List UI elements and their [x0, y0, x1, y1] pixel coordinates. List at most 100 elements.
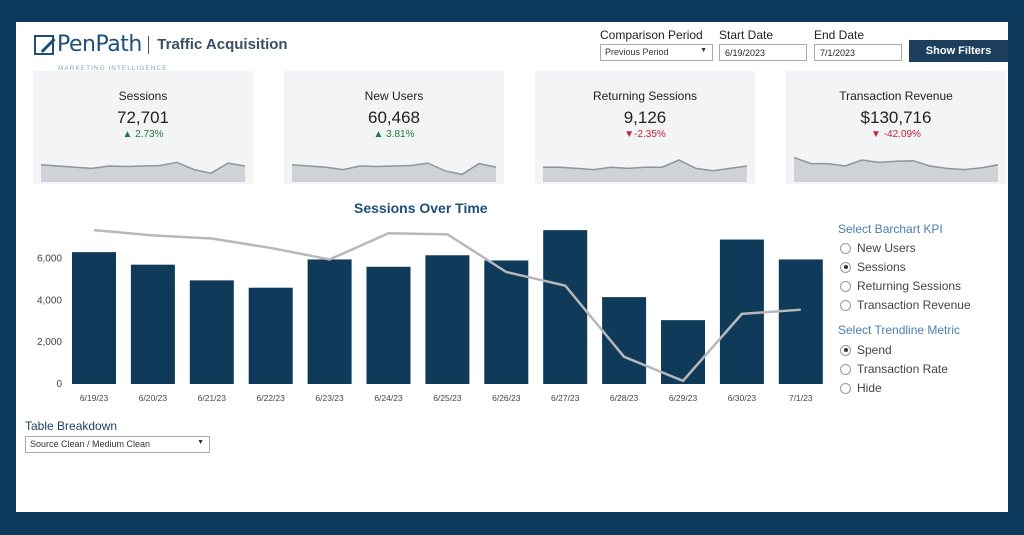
chart-title: Sessions Over Time	[354, 200, 488, 216]
radio-returning-sessions[interactable]: Returning Sessions	[840, 279, 961, 293]
bar-6/20/23[interactable]	[130, 264, 175, 384]
kpi-card-sessions: Sessions 72,701 ▲ 2.73%	[33, 71, 253, 184]
show-filters-button[interactable]: Show Filters	[909, 40, 1008, 62]
kpi-title: Transaction Revenue	[839, 89, 953, 103]
bar-6/22/23[interactable]	[248, 287, 293, 384]
kpi-title: New Users	[364, 89, 424, 103]
radio-button[interactable]	[840, 344, 851, 356]
kpi-sparkline	[41, 161, 245, 182]
trendline-spend	[93, 228, 801, 383]
comparison-period-select[interactable]: Previous Period ▼	[600, 44, 713, 61]
kpi-title: Sessions	[118, 89, 168, 103]
kpi-sparkline	[292, 162, 496, 182]
chevron-down-icon: ▼	[700, 47, 707, 54]
bar-7/1/23[interactable]	[778, 259, 823, 384]
x-tick-label: 6/25/23	[433, 393, 462, 403]
bar-6/21/23[interactable]	[189, 280, 234, 384]
brand-name: PenPath	[57, 32, 142, 57]
kpi-value: 9,126	[623, 108, 667, 127]
x-tick-label: 6/19/23	[80, 393, 109, 403]
x-tick-label: 6/28/23	[610, 393, 639, 403]
sparkline-area	[543, 160, 747, 182]
radio-button[interactable]	[840, 261, 851, 273]
kpi-change: ▼-2.35%	[624, 129, 666, 140]
radio-button[interactable]	[840, 280, 851, 292]
start-date-input[interactable]: 6/19/2023	[719, 44, 807, 61]
title-divider	[147, 35, 150, 54]
table-breakdown-select[interactable]: Source Clean / Medium Clean ▼	[25, 436, 210, 453]
x-tick-label: 6/29/23	[669, 393, 698, 403]
radio-spend[interactable]: Spend	[840, 343, 892, 357]
bar-6/29/23[interactable]	[661, 320, 705, 384]
sparkline-line	[41, 161, 245, 174]
sparkline-area	[794, 157, 998, 182]
end-date-label: End Date	[814, 28, 865, 42]
radio-button[interactable]	[840, 299, 851, 311]
radio-hide[interactable]: Hide	[840, 381, 882, 395]
y-tick-label: 0	[56, 379, 62, 390]
comparison-period-label: Comparison Period	[600, 28, 703, 42]
bar-6/19/23[interactable]	[72, 252, 116, 384]
dashboard-panel: PenPath Traffic Acquisition MARKETING IN…	[16, 22, 1008, 512]
bar-6/23/23[interactable]	[307, 259, 352, 384]
x-tick-label: 6/22/23	[257, 393, 286, 403]
kpi-card-transaction-revenue: Transaction Revenue $130,716 ▼ -42.09%	[786, 71, 1006, 184]
radio-button[interactable]	[840, 242, 851, 254]
table-breakdown-label: Table Breakdown	[25, 419, 118, 433]
brand-tagline: MARKETING INTELLIGENCE	[58, 65, 168, 72]
y-tick-label: 6,000	[37, 253, 62, 264]
pen-logo-icon	[34, 34, 54, 55]
radio-button[interactable]	[840, 363, 851, 375]
radio-transaction-rate[interactable]: Transaction Rate	[840, 362, 948, 376]
radio-label: Returning Sessions	[857, 279, 962, 293]
kpi-value: $130,716	[860, 108, 932, 127]
x-tick-label: 6/27/23	[551, 393, 580, 403]
bar-6/27/23[interactable]	[543, 230, 588, 384]
kpi-value: 60,468	[368, 108, 420, 127]
sparkline-line	[794, 156, 998, 171]
bar-6/24/23[interactable]	[366, 266, 411, 384]
sparkline-area	[292, 163, 496, 182]
chevron-down-icon: ▼	[197, 439, 204, 446]
x-tick-label: 6/20/23	[139, 393, 168, 403]
x-tick-label: 6/26/23	[492, 393, 521, 403]
x-tick-label: 6/30/23	[728, 393, 757, 403]
sparkline-line	[543, 159, 747, 172]
sessions-bar-chart: 6,000 4,000 2,000 0 6/19/23 6/20/23 6/21/23 6/2…	[37, 228, 823, 403]
radio-label: Sessions	[857, 260, 906, 274]
x-tick-label: 6/23/23	[315, 393, 344, 403]
barchart-kpi-heading: Select Barchart KPI	[838, 222, 943, 236]
radio-sessions[interactable]: Sessions	[840, 260, 906, 274]
radio-button[interactable]	[840, 382, 851, 394]
radio-new-users[interactable]: New Users	[840, 241, 916, 255]
y-tick-label: 4,000	[37, 295, 62, 306]
kpi-card-new-users: New Users 60,468 ▲ 3.81%	[284, 71, 504, 184]
bar-6/25/23[interactable]	[425, 255, 470, 384]
kpi-value: 72,701	[117, 108, 169, 127]
end-date-input[interactable]: 7/1/2023	[814, 44, 902, 61]
kpi-change: ▼ -42.09%	[871, 129, 921, 140]
brand-logo: PenPath Traffic Acquisition MARKETING IN…	[34, 32, 288, 72]
radio-label: New Users	[857, 241, 916, 255]
radio-label: Transaction Rate	[857, 362, 948, 376]
comparison-period-value: Previous Period	[605, 47, 669, 57]
radio-transaction-revenue[interactable]: Transaction Revenue	[840, 298, 971, 312]
kpi-sparkline	[794, 156, 998, 182]
kpi-sparkline	[543, 159, 747, 182]
bar-6/26/23[interactable]	[484, 260, 529, 384]
start-date-label: Start Date	[719, 28, 774, 42]
radio-label: Hide	[857, 381, 882, 395]
y-tick-label: 2,000	[37, 337, 62, 348]
page-title: Traffic Acquisition	[157, 36, 288, 53]
x-tick-label: 6/24/23	[374, 393, 403, 403]
radio-label: Spend	[857, 343, 892, 357]
bar-6/28/23[interactable]	[602, 297, 647, 384]
x-tick-label: 6/21/23	[198, 393, 227, 403]
sparkline-area	[41, 162, 245, 182]
trendline-metric-heading: Select Trendline Metric	[838, 323, 961, 337]
kpi-change: ▲ 3.81%	[373, 129, 415, 140]
kpi-change: ▲ 2.73%	[122, 129, 164, 140]
kpi-title: Returning Sessions	[592, 89, 698, 103]
radio-label: Transaction Revenue	[857, 298, 971, 312]
sparkline-line	[292, 162, 496, 176]
